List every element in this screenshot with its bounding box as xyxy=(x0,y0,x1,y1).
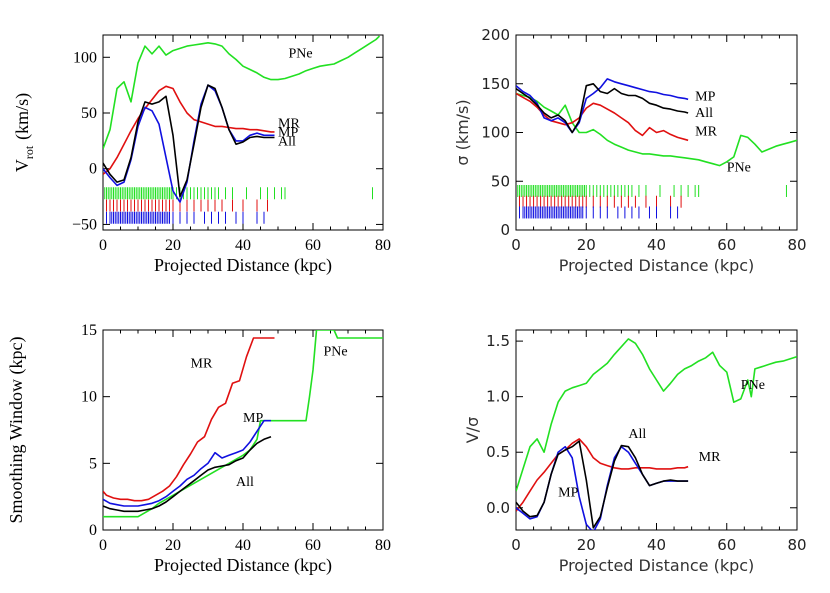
series-label-pne: PNe xyxy=(741,378,765,393)
x-tick-label: 60 xyxy=(717,236,736,254)
rug-mr xyxy=(106,199,268,212)
x-tick-label: 0 xyxy=(511,536,521,554)
panel-4: 0 20 40 60 80 0.0 0.5 1.0 1.5 Projected Distance … xyxy=(463,329,807,575)
x-tick-label: 80 xyxy=(787,236,806,254)
y-axis-label: σ (km/s) xyxy=(453,99,472,165)
y-tick-label: 200 xyxy=(481,26,510,44)
series-line-all xyxy=(103,84,275,198)
y-tick-label: 150 xyxy=(481,75,510,93)
x-axis-label: Projected Distance (kpc) xyxy=(154,255,332,276)
series-label-mp: MP xyxy=(558,486,578,501)
series-line-pne xyxy=(516,338,797,492)
series-label-all: All xyxy=(695,106,713,121)
y-tick-label: 0.5 xyxy=(486,443,510,461)
y-axis-label: Smoothing Window (kpc) xyxy=(6,337,27,524)
y-tick-label: 1.0 xyxy=(486,388,510,406)
series-label-all: All xyxy=(236,475,254,490)
series-line-mp xyxy=(516,445,689,530)
x-tick-label: 80 xyxy=(375,237,391,254)
rug-mr xyxy=(519,195,682,208)
y-tick-label: −50 xyxy=(72,216,97,233)
series-label-pne: PNe xyxy=(727,161,751,176)
series-label-mp: MP xyxy=(695,89,715,104)
x-axis-label: Projected Distance (kpc) xyxy=(559,556,755,575)
series-label-mr: MR xyxy=(695,124,717,139)
x-tick-label: 40 xyxy=(647,236,666,254)
x-tick-label: 20 xyxy=(577,536,596,554)
series-line-pne xyxy=(103,35,381,149)
y-tick-label: 0 xyxy=(500,221,510,239)
x-tick-label: 60 xyxy=(717,536,736,554)
series-line-all xyxy=(516,83,689,134)
series-label-all: All xyxy=(278,134,296,149)
y-tick-label: 100 xyxy=(481,124,510,142)
x-tick-label: 40 xyxy=(235,237,251,254)
series-line-mr xyxy=(516,92,689,142)
rug-mp xyxy=(106,211,265,224)
series-label-mr: MR xyxy=(278,116,300,131)
series-line-pne xyxy=(103,330,383,518)
series-label-pne: PNe xyxy=(324,344,348,359)
x-tick-label: 20 xyxy=(165,537,181,554)
series-label-pne: PNe xyxy=(289,46,313,61)
series-line-pne xyxy=(516,92,797,167)
x-tick-label: 60 xyxy=(305,237,321,254)
x-tick-label: 80 xyxy=(787,536,806,554)
series-label-mp: MP xyxy=(278,125,298,140)
y-axis-label: Vrot(km/s) xyxy=(12,93,36,172)
series-line-mr xyxy=(516,438,689,512)
x-tick-label: 40 xyxy=(647,536,666,554)
series-line-mp xyxy=(103,84,275,203)
series-line-all xyxy=(516,440,689,529)
series-label-mr: MR xyxy=(191,356,213,371)
y-tick-label: 50 xyxy=(81,105,97,122)
x-tick-label: 20 xyxy=(577,236,596,254)
panel-2: 0 20 40 60 80 0 50 100 150 200 Projected Distance … xyxy=(453,26,807,275)
y-tick-label: 50 xyxy=(491,172,510,190)
y-tick-label: 100 xyxy=(73,49,97,66)
series-line-mp xyxy=(103,419,271,507)
x-tick-label: 80 xyxy=(375,537,391,554)
y-tick-label: 0 xyxy=(89,161,97,178)
series-line-all xyxy=(103,435,272,513)
rug-mp xyxy=(519,206,679,219)
y-tick-label: 10 xyxy=(81,389,97,406)
y-tick-label: 5 xyxy=(89,455,97,472)
x-axis-label: Projected Distance (kpc) xyxy=(559,256,755,275)
y-tick-label: 15 xyxy=(81,322,97,339)
y-tick-label: 0.0 xyxy=(486,499,510,517)
x-tick-label: 40 xyxy=(235,537,251,554)
rug-pne xyxy=(104,187,373,200)
series-label-mp: MP xyxy=(243,411,263,426)
x-axis-label: Projected Distance (kpc) xyxy=(154,555,332,576)
x-tick-label: 0 xyxy=(99,237,107,254)
series-label-mr: MR xyxy=(699,450,721,465)
series-line-mr xyxy=(103,337,275,502)
x-tick-label: 0 xyxy=(511,236,521,254)
series-line-mp xyxy=(516,78,689,134)
x-tick-label: 60 xyxy=(305,537,321,554)
y-tick-label: 0 xyxy=(89,522,97,539)
panel-3: 0 20 40 60 80 0 5 10 15 Projected Distance (kpc) S… xyxy=(6,322,391,576)
x-tick-label: 20 xyxy=(165,237,181,254)
y-tick-label: 1.5 xyxy=(486,332,510,350)
rug-pne xyxy=(517,185,787,197)
series-line-mr xyxy=(103,85,275,175)
series-label-all: All xyxy=(628,427,646,442)
y-axis-label: V/σ xyxy=(463,417,482,443)
x-tick-label: 0 xyxy=(99,537,107,554)
